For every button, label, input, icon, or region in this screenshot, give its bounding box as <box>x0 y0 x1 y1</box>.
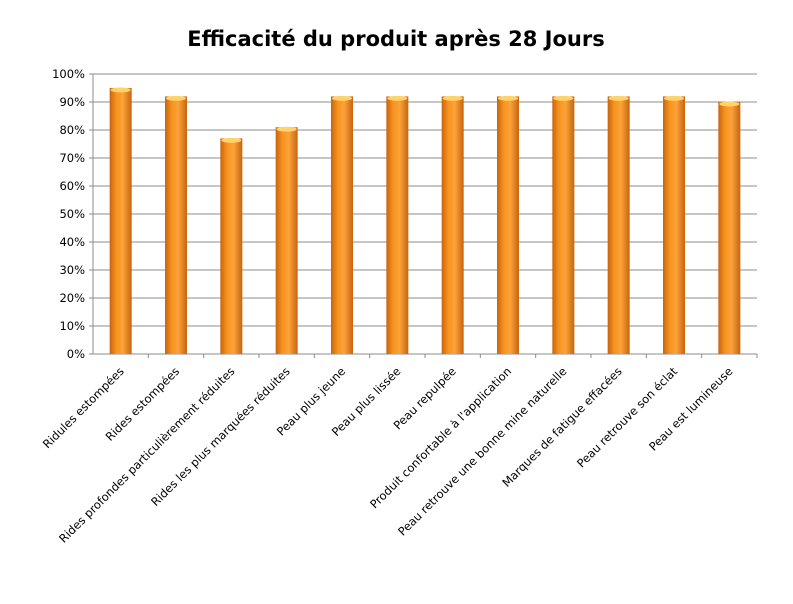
bar <box>109 88 132 354</box>
bar-top <box>166 95 186 101</box>
bar <box>220 138 243 354</box>
bar-top <box>498 95 518 101</box>
y-tick-label: 40% <box>59 235 85 249</box>
bar-top <box>442 95 463 101</box>
bar <box>386 96 409 355</box>
x-category-label: Peau retrouve son éclat <box>574 364 680 470</box>
bar <box>552 96 575 355</box>
bar-top <box>110 87 131 93</box>
y-tick-label: 10% <box>59 319 85 333</box>
bar <box>663 96 685 355</box>
y-tick-label: 100% <box>52 67 85 81</box>
y-tick-label: 0% <box>67 347 85 361</box>
bar-top <box>553 95 574 101</box>
x-category-label: Marques de fatigue effacées <box>499 364 624 489</box>
bar <box>441 96 464 355</box>
bar-top <box>719 101 740 107</box>
y-tick-label: 80% <box>59 123 85 137</box>
y-tick-label: 70% <box>59 151 85 165</box>
bar-top <box>276 126 297 132</box>
y-tick-label: 90% <box>59 95 85 109</box>
bar-top <box>332 95 352 101</box>
bar <box>607 96 630 355</box>
bar-top <box>664 95 684 101</box>
bar <box>497 96 519 355</box>
bar <box>165 96 187 355</box>
y-tick-label: 50% <box>59 207 85 221</box>
bar-top <box>221 137 242 143</box>
bar <box>331 96 353 355</box>
chart-title: Efficacité du produit après 28 Jours <box>187 27 604 51</box>
bar-top <box>387 95 408 101</box>
y-tick-label: 60% <box>59 179 85 193</box>
y-tick-label: 20% <box>59 291 85 305</box>
bar-top <box>608 95 629 101</box>
y-tick-label: 30% <box>59 263 85 277</box>
bar <box>275 127 298 354</box>
bar <box>718 102 741 354</box>
